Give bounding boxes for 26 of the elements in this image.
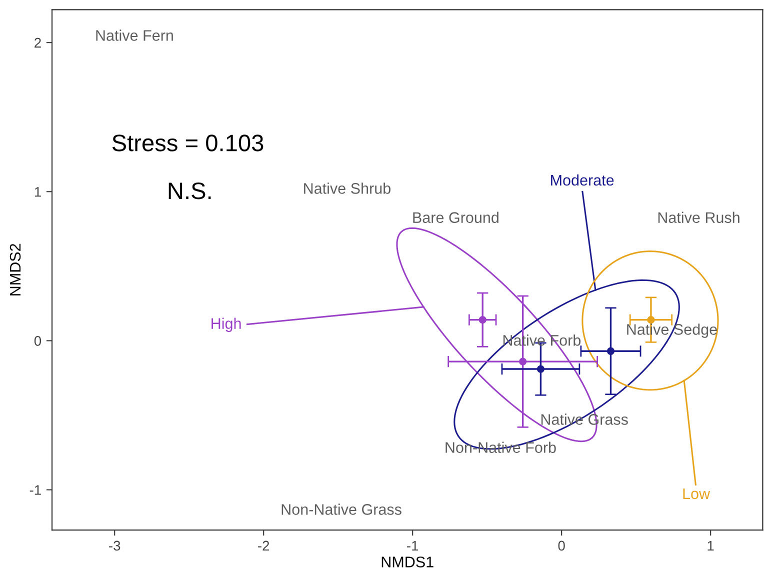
y-tick-label: 0 — [34, 336, 42, 346]
point — [519, 358, 527, 366]
text: Low — [683, 488, 710, 500]
point — [647, 316, 655, 324]
annotation: Native Fern — [96, 30, 173, 41]
text: Moderate — [551, 174, 614, 186]
point — [478, 316, 486, 324]
text: High — [212, 318, 241, 332]
y-tick-label: -1 — [30, 485, 41, 495]
annotation: Stress = 0.103 — [112, 134, 264, 152]
y-axis-title: NMDS2 — [10, 244, 21, 296]
annotation: N.S. — [168, 182, 211, 200]
annotation: Native Rush — [658, 212, 740, 223]
x-axis-title: NMDS1 — [382, 556, 434, 568]
x-tick-label: -3 — [109, 540, 120, 551]
point — [536, 365, 545, 373]
x-tick-label: -2 — [258, 540, 270, 551]
x-tick-label: 0 — [558, 540, 565, 551]
x-tick-label: -1 — [407, 540, 418, 551]
point — [606, 347, 615, 355]
y-tick-label: 2 — [34, 38, 41, 48]
y-tick-label: 1 — [34, 187, 41, 197]
annotation: Non-Native Grass — [282, 504, 402, 515]
annotation: Bare Ground — [413, 212, 498, 223]
x-tick-label: 1 — [708, 540, 714, 551]
annotation: Native Shrub — [304, 182, 390, 194]
